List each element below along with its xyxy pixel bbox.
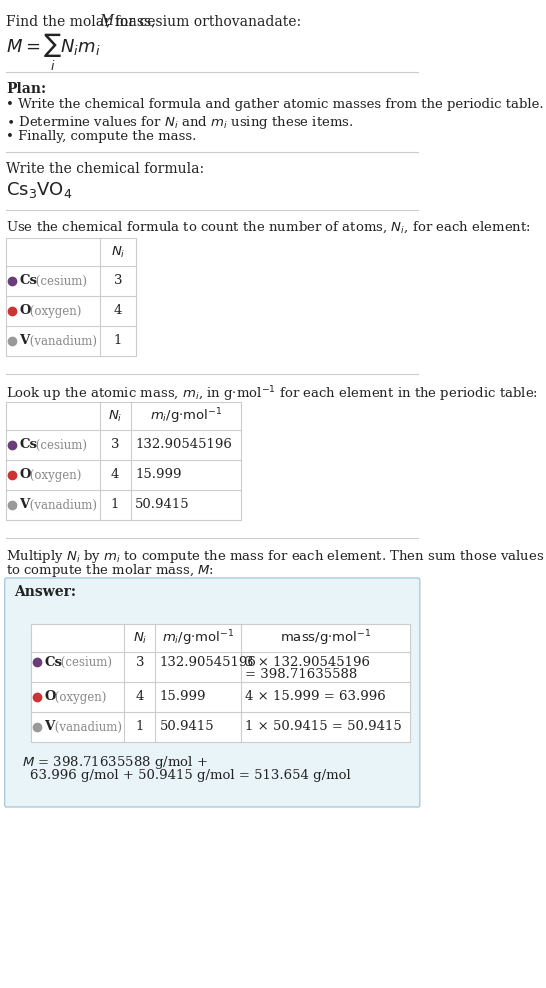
Text: V: V — [44, 720, 55, 733]
Text: 132.90545196: 132.90545196 — [135, 439, 232, 452]
Text: (oxygen): (oxygen) — [51, 691, 106, 703]
Text: (cesium): (cesium) — [32, 275, 87, 288]
Text: 15.999: 15.999 — [159, 691, 206, 703]
Text: 1: 1 — [136, 720, 144, 733]
Text: Look up the atomic mass, $m_i$, in g$\cdot$mol$^{-1}$ for each element in the pe: Look up the atomic mass, $m_i$, in g$\cd… — [6, 384, 538, 404]
Text: $m_i$/g$\cdot$mol$^{-1}$: $m_i$/g$\cdot$mol$^{-1}$ — [150, 406, 222, 426]
Text: V: V — [20, 335, 29, 348]
Text: Cs: Cs — [20, 439, 38, 452]
Text: to compute the molar mass, $M$:: to compute the molar mass, $M$: — [6, 562, 214, 579]
Text: 3 × 132.90545196: 3 × 132.90545196 — [245, 655, 370, 669]
Text: (cesium): (cesium) — [57, 655, 112, 669]
Text: O: O — [44, 691, 56, 703]
Text: (vanadium): (vanadium) — [26, 335, 97, 348]
Text: $M$ = 398.71635588 g/mol +: $M$ = 398.71635588 g/mol + — [22, 754, 207, 771]
Bar — [6, 402, 241, 520]
Text: O: O — [20, 468, 31, 481]
Text: 132.90545196: 132.90545196 — [159, 655, 256, 669]
Text: 50.9415: 50.9415 — [159, 720, 214, 733]
Text: $\bullet$ Determine values for $N_i$ and $m_i$ using these items.: $\bullet$ Determine values for $N_i$ and… — [6, 114, 354, 131]
Text: $M = \sum_i N_i m_i$: $M = \sum_i N_i m_i$ — [6, 32, 100, 73]
Text: 4: 4 — [111, 468, 119, 481]
Text: Cs: Cs — [20, 275, 38, 288]
Text: 3: 3 — [136, 655, 144, 669]
Text: V: V — [20, 499, 29, 512]
Text: • Finally, compute the mass.: • Finally, compute the mass. — [6, 130, 197, 143]
Text: = 398.71635588: = 398.71635588 — [245, 669, 357, 682]
Text: $N_i$: $N_i$ — [110, 244, 125, 260]
Text: (oxygen): (oxygen) — [26, 468, 82, 481]
Text: • Write the chemical formula and gather atomic masses from the periodic table.: • Write the chemical formula and gather … — [6, 98, 544, 111]
FancyBboxPatch shape — [5, 578, 420, 807]
Text: Cs: Cs — [44, 655, 62, 669]
Text: Answer:: Answer: — [14, 585, 76, 599]
Text: mass/g$\cdot$mol$^{-1}$: mass/g$\cdot$mol$^{-1}$ — [280, 628, 371, 648]
Text: O: O — [20, 304, 31, 317]
Text: $N_i$: $N_i$ — [133, 630, 147, 645]
Text: Multiply $N_i$ by $m_i$ to compute the mass for each element. Then sum those val: Multiply $N_i$ by $m_i$ to compute the m… — [6, 548, 545, 565]
Text: $\mathrm{Cs_3VO_4}$: $\mathrm{Cs_3VO_4}$ — [6, 180, 73, 200]
Text: (oxygen): (oxygen) — [26, 304, 82, 317]
Text: 50.9415: 50.9415 — [135, 499, 190, 512]
Bar — [6, 238, 136, 356]
Text: 1 × 50.9415 = 50.9415: 1 × 50.9415 = 50.9415 — [245, 720, 402, 733]
Bar — [31, 624, 411, 742]
Text: 3: 3 — [111, 439, 120, 452]
Text: Find the molar mass,: Find the molar mass, — [6, 14, 160, 28]
Text: 1: 1 — [114, 335, 122, 348]
Text: Use the chemical formula to count the number of atoms, $N_i$, for each element:: Use the chemical formula to count the nu… — [6, 220, 531, 235]
Text: 4 × 15.999 = 63.996: 4 × 15.999 = 63.996 — [245, 691, 385, 703]
Text: 1: 1 — [111, 499, 119, 512]
Text: 4: 4 — [114, 304, 122, 317]
Text: $N_i$: $N_i$ — [108, 408, 122, 424]
Text: 15.999: 15.999 — [135, 468, 182, 481]
Text: 3: 3 — [114, 275, 122, 288]
Text: Plan:: Plan: — [6, 82, 46, 96]
Text: (vanadium): (vanadium) — [51, 720, 122, 733]
Text: , for cesium orthovanadate:: , for cesium orthovanadate: — [106, 14, 301, 28]
Text: 4: 4 — [136, 691, 144, 703]
Text: $m_i$/g$\cdot$mol$^{-1}$: $m_i$/g$\cdot$mol$^{-1}$ — [162, 628, 234, 648]
Text: 63.996 g/mol + 50.9415 g/mol = 513.654 g/mol: 63.996 g/mol + 50.9415 g/mol = 513.654 g… — [29, 769, 351, 782]
Text: (cesium): (cesium) — [32, 439, 87, 452]
Text: M: M — [99, 14, 114, 28]
Text: (vanadium): (vanadium) — [26, 499, 97, 512]
Text: Write the chemical formula:: Write the chemical formula: — [6, 162, 204, 176]
